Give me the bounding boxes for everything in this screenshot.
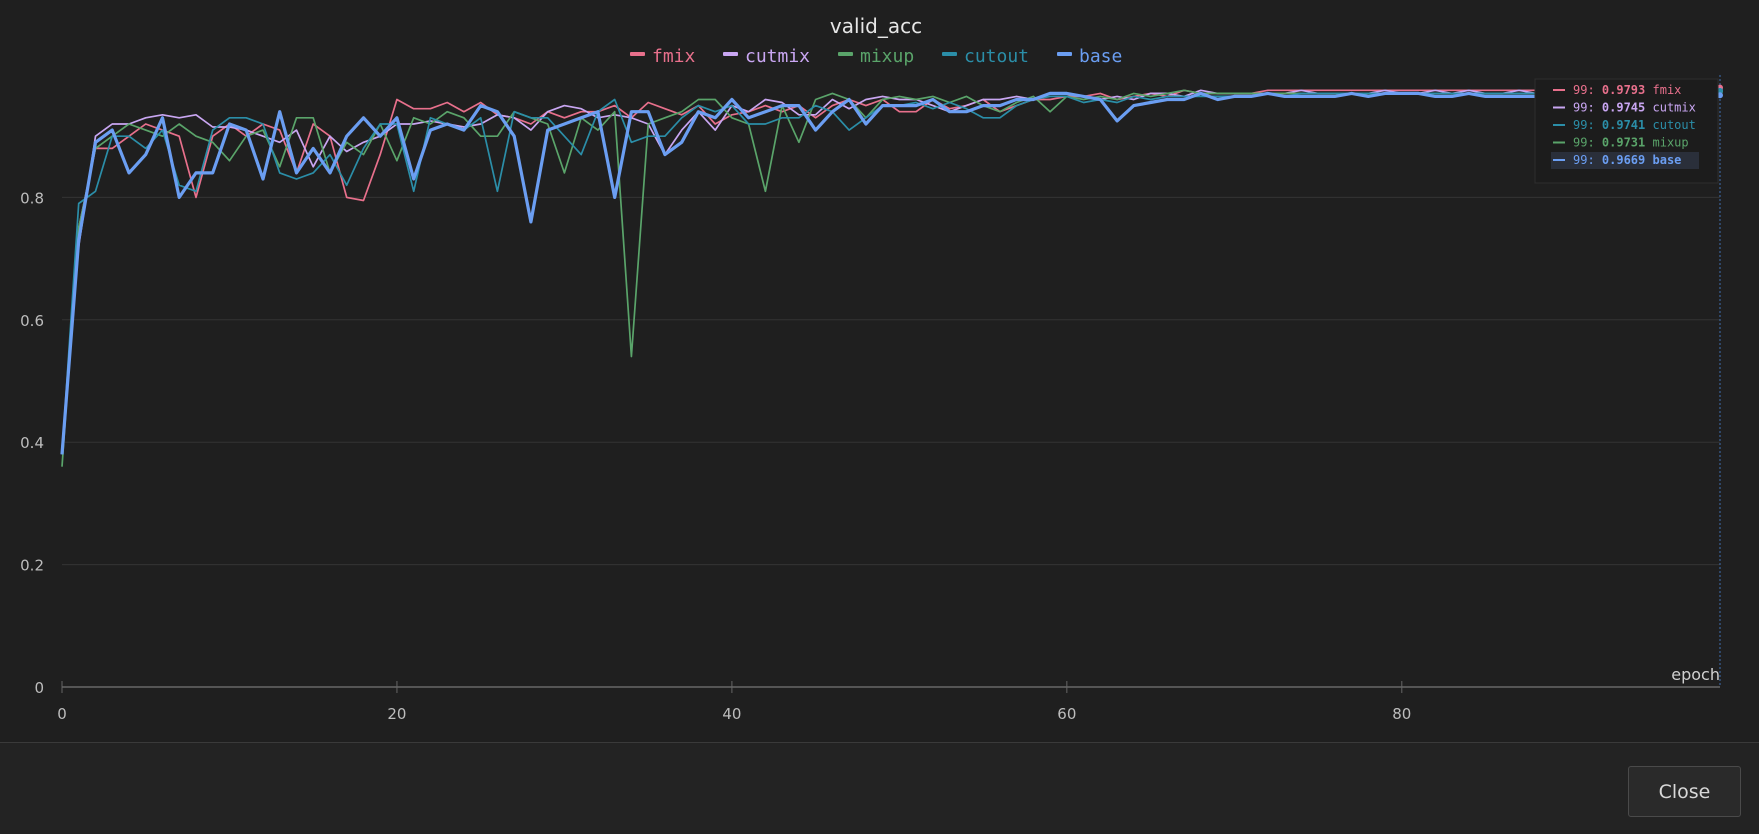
legend-swatch-cutout (942, 52, 957, 56)
x-tick-label: 40 (722, 705, 741, 723)
tooltip-epoch: 99: (1573, 101, 1602, 115)
tooltip-epoch: 99: (1573, 118, 1602, 132)
tooltip-series-name: base (1645, 153, 1681, 167)
close-button[interactable]: Close (1628, 766, 1741, 817)
x-tick-label: 60 (1057, 705, 1076, 723)
tooltip-swatch-cutmix (1553, 106, 1565, 109)
legend-label-cutout: cutout (964, 46, 1029, 67)
series-line-cutout (61, 90, 1720, 455)
tooltip-value: 0.9669 (1602, 153, 1645, 167)
tooltip-series-name: fmix (1645, 83, 1681, 97)
tooltip-swatch-fmix (1553, 89, 1565, 91)
series-line-mixup (61, 89, 1720, 467)
tooltip-swatch-base (1553, 159, 1565, 161)
tooltip-series-name: mixup (1645, 136, 1688, 150)
legend-label-mixup: mixup (860, 46, 914, 67)
x-tick-label: 80 (1392, 705, 1411, 723)
tooltip-value: 0.9741 (1602, 118, 1645, 132)
tooltip-series-name: cutout (1645, 118, 1696, 132)
legend: fmix cutmix mixup cutout base (630, 46, 1122, 67)
y-tick-label: 0 (34, 679, 44, 697)
tooltip-entry-cutout: 99: 0.9741 cutout (1573, 118, 1696, 132)
series-line-base (60, 91, 1721, 455)
tooltip-entry-base: 99: 0.9669 base (1573, 153, 1681, 167)
legend-swatch-base (1057, 52, 1072, 56)
legend-label-cutmix: cutmix (745, 46, 810, 67)
tooltip-epoch: 99: (1573, 136, 1602, 150)
tooltip-swatch-cutout (1553, 124, 1565, 126)
tooltip-series-name: cutmix (1645, 101, 1696, 115)
tooltip-epoch: 99: (1573, 83, 1602, 97)
y-tick-label: 0.4 (20, 434, 44, 452)
y-tick-label: 0.8 (20, 189, 44, 207)
series-line-fmix (61, 86, 1721, 455)
series-line-cutmix (61, 89, 1721, 449)
x-tick-label: 0 (57, 705, 67, 723)
legend-label-base: base (1079, 46, 1122, 67)
x-axis-label: epoch (1671, 665, 1720, 684)
chart-title: valid_acc (830, 14, 922, 38)
legend-swatch-cutmix (723, 52, 738, 56)
chart-panel: valid_acc fmix cutmix mixup cutout base 0 0.2… (0, 0, 1759, 742)
series-lines (60, 84, 1723, 467)
tooltip-entry-cutmix: 99: 0.9745 cutmix (1573, 101, 1696, 115)
legend-label-fmix: fmix (652, 46, 696, 67)
legend-swatch-mixup (838, 52, 853, 56)
line-chart[interactable]: valid_acc fmix cutmix mixup cutout base 0 0.2… (0, 0, 1759, 742)
tooltip-value: 0.9731 (1602, 136, 1645, 150)
tooltip-value: 0.9745 (1602, 101, 1645, 115)
tooltip-value: 0.9793 (1602, 83, 1645, 97)
tooltip-entry-mixup: 99: 0.9731 mixup (1573, 136, 1689, 150)
x-tick-label: 20 (387, 705, 406, 723)
y-tick-label: 0.6 (20, 312, 44, 330)
dialog-footer: Close (0, 742, 1759, 834)
axes: 0 20 40 60 80 (57, 75, 1721, 723)
tooltip-swatch-mixup (1553, 141, 1565, 144)
y-tick-label: 0.2 (20, 557, 44, 575)
grid-lines: 0 0.2 0.4 0.6 0.8 (20, 189, 1720, 697)
tooltip-entry-fmix: 99: 0.9793 fmix (1573, 83, 1681, 97)
legend-swatch-fmix (630, 52, 645, 56)
tooltip-highlight (1551, 152, 1699, 169)
tooltip-epoch: 99: (1573, 153, 1602, 167)
